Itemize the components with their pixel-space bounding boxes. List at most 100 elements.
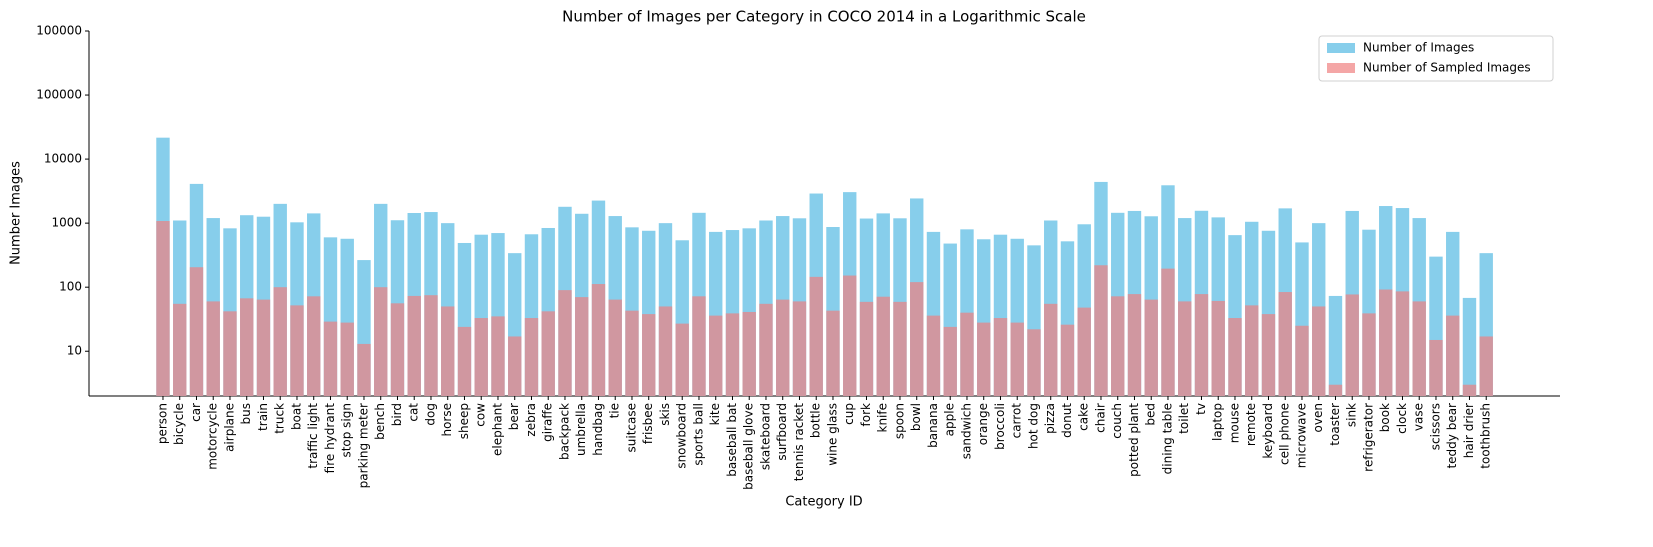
x-tick-label: potted plant (1127, 403, 1141, 477)
bar (1278, 292, 1292, 396)
bar (692, 296, 706, 396)
y-tick-label: 100000 (36, 24, 82, 38)
chart-title: Number of Images per Category in COCO 20… (562, 8, 1086, 26)
bar (1228, 318, 1242, 396)
bar (1362, 313, 1376, 396)
bar (591, 284, 606, 396)
x-tick-label: toilet (1177, 403, 1191, 434)
bar (524, 318, 539, 396)
x-tick-label: elephant (490, 403, 504, 456)
x-tick-label: sandwich (959, 403, 973, 459)
bar (709, 315, 723, 396)
bar (625, 310, 639, 396)
x-tick-label: motorcycle (206, 403, 220, 470)
bar (156, 220, 170, 396)
bar (1211, 300, 1225, 396)
x-tick-label: sports ball (691, 403, 705, 466)
x-tick-label: stop sign (340, 403, 354, 458)
x-tick-label: airplane (222, 403, 236, 452)
bar (1379, 289, 1393, 396)
bar (223, 311, 237, 396)
bar (1027, 329, 1041, 396)
x-tick-label: orange (976, 403, 990, 445)
x-tick-label: cake (1077, 403, 1091, 431)
x-tick-label: skis (658, 403, 672, 426)
x-tick-label: train (256, 403, 270, 431)
bar (491, 316, 505, 396)
bar (558, 290, 572, 396)
x-tick-label: mouse (1227, 403, 1241, 443)
bar (826, 310, 840, 396)
bar (776, 299, 790, 396)
bar (1395, 291, 1410, 396)
x-tick-label: knife (876, 403, 890, 433)
x-tick-label: teddy bear (1445, 403, 1459, 469)
bar (658, 306, 673, 396)
bar (357, 343, 371, 396)
bar (189, 267, 204, 396)
x-tick-label: suitcase (624, 403, 638, 452)
x-tick-label: cup (842, 403, 856, 425)
legend (1318, 35, 1554, 82)
y-tick-label: 100 (59, 280, 82, 294)
bar (1261, 314, 1276, 396)
bar (809, 276, 823, 396)
x-tick-label: vase (1412, 403, 1426, 431)
x-tick-label: snowboard (675, 403, 689, 469)
bar (1412, 301, 1426, 396)
bar (541, 311, 555, 396)
bar (926, 315, 941, 396)
y-axis-label: Number Images (9, 161, 24, 265)
x-tick-label: cat (407, 403, 421, 422)
x-tick-label: chair (1093, 403, 1107, 433)
x-tick-label: bench (373, 403, 387, 440)
legend-label: Number of Sampled Images (1363, 61, 1531, 75)
x-tick-label: wine glass (825, 403, 839, 466)
bar (1127, 294, 1142, 396)
bar (1345, 294, 1359, 396)
bar (759, 303, 773, 396)
x-tick-label: fire hydrant (323, 403, 337, 474)
x-tick-label: car (189, 403, 203, 422)
bar (1462, 297, 1477, 396)
x-tick-label: apple (943, 403, 957, 436)
x-tick-label: dog (423, 403, 437, 426)
legend-swatch (1327, 43, 1355, 53)
y-tick-label: 10000 (44, 152, 82, 166)
bar (1312, 306, 1326, 396)
bar (340, 322, 354, 396)
x-tick-label: surfboard (775, 403, 789, 461)
x-tick-label: bottle (809, 403, 823, 438)
bar (725, 313, 740, 396)
bar (290, 305, 304, 396)
x-tick-label: parking meter (356, 403, 370, 488)
bar (323, 321, 338, 396)
bar (893, 301, 907, 396)
x-tick-label: skateboard (758, 403, 772, 470)
bar (273, 287, 287, 396)
x-tick-label: bicycle (172, 403, 186, 445)
bar (1044, 303, 1058, 396)
x-tick-label: keyboard (1261, 403, 1275, 459)
bar (859, 301, 874, 396)
bar (1295, 325, 1309, 396)
x-tick-label: dining table (1160, 403, 1174, 474)
x-tick-label: handbag (591, 403, 605, 456)
bar (424, 295, 438, 396)
bar (1328, 295, 1343, 396)
bar (1245, 305, 1259, 396)
y-tick-label: 1000 (51, 216, 82, 230)
x-tick-label: sheep (457, 403, 471, 439)
x-tick-label: hot dog (1026, 403, 1040, 449)
x-tick-label: tie (608, 403, 622, 418)
x-tick-label: toaster (1328, 403, 1342, 446)
bar (1194, 294, 1209, 396)
bar (792, 301, 807, 396)
x-tick-label: baseball bat (725, 403, 739, 477)
bar (1446, 315, 1460, 396)
bar (843, 275, 857, 396)
bar (910, 282, 924, 396)
x-tick-label: cell phone (1278, 403, 1292, 465)
x-tick-label: spoon (892, 403, 906, 439)
